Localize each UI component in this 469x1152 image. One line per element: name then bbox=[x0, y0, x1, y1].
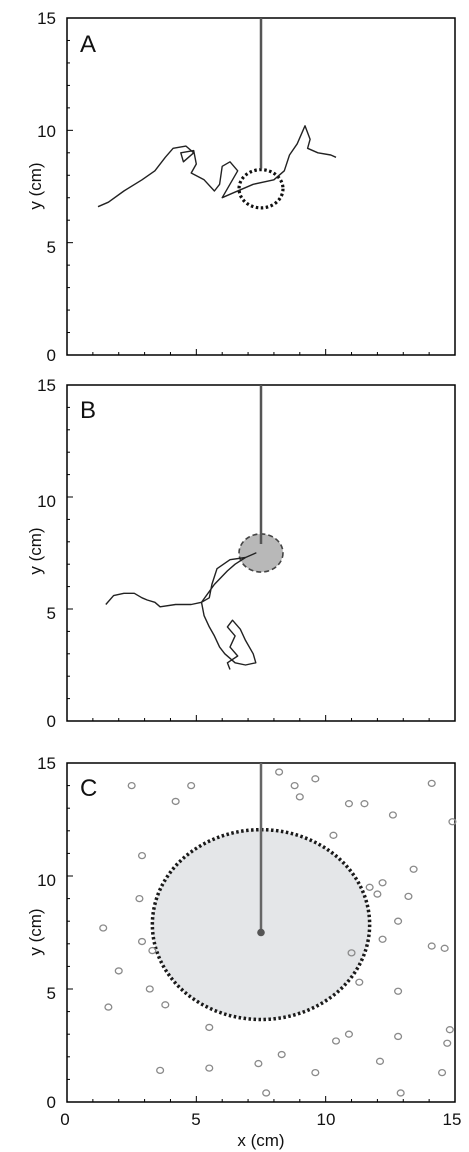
panel-c-x-tick-labels: 0 5 10 15 bbox=[60, 1110, 461, 1129]
panel-c-point-42 bbox=[277, 1050, 286, 1059]
panel-c-point-1 bbox=[171, 797, 180, 806]
panel-c-point-39 bbox=[443, 1039, 452, 1047]
panel-a-ytick-15: 15 bbox=[37, 9, 56, 28]
panel-c: C 0 5 10 15 y (cm) 0 5 10 15 x (cm) bbox=[26, 754, 461, 1150]
panel-c-center-point bbox=[257, 928, 265, 937]
panel-c-point-7 bbox=[344, 800, 353, 808]
panel-c-point-37 bbox=[394, 1032, 403, 1041]
panel-c-xtick-10: 10 bbox=[317, 1110, 336, 1129]
panel-c-point-23 bbox=[148, 946, 157, 955]
panel-c-point-28 bbox=[114, 967, 123, 975]
panel-c-point-24 bbox=[378, 935, 387, 943]
panel-a-y-axis-label: y (cm) bbox=[26, 162, 45, 209]
panel-c-point-9 bbox=[388, 811, 397, 819]
panel-a-target-circle bbox=[237, 168, 285, 210]
panel-c-point-22 bbox=[137, 937, 147, 946]
panel-b-ytick-15: 15 bbox=[37, 376, 56, 395]
panel-c-point-41 bbox=[254, 1059, 263, 1068]
panel-a-ytick-5: 5 bbox=[47, 238, 56, 257]
panel-c-point-8 bbox=[360, 800, 369, 808]
panel-c-point-43 bbox=[311, 1068, 320, 1077]
panel-a-y-tick-labels: 0 5 10 15 bbox=[37, 9, 56, 365]
panel-c-xtick-0: 0 bbox=[60, 1110, 69, 1129]
panel-c-point-5 bbox=[290, 781, 299, 790]
panel-c-point-45 bbox=[156, 1066, 165, 1075]
panel-a-ytick-0: 0 bbox=[47, 346, 56, 365]
panel-c-ticks bbox=[67, 785, 430, 1102]
panel-a-letter: A bbox=[80, 31, 96, 58]
panel-c-point-6 bbox=[311, 775, 320, 783]
panel-c-point-13 bbox=[329, 831, 338, 839]
panel-b-ticks bbox=[67, 406, 430, 721]
panel-c-point-32 bbox=[355, 978, 364, 986]
panel-b-ytick-10: 10 bbox=[37, 492, 56, 511]
panel-c-point-20 bbox=[135, 894, 144, 903]
panel-a-plot bbox=[97, 18, 337, 210]
panel-c-point-36 bbox=[344, 1030, 353, 1038]
panel-c-point-2 bbox=[187, 781, 196, 790]
panel-c-point-26 bbox=[440, 944, 449, 952]
panel-c-point-16 bbox=[373, 890, 382, 898]
panel-c-point-19 bbox=[394, 917, 403, 925]
panel-a-trajectory bbox=[97, 125, 337, 208]
panel-b-plot bbox=[105, 385, 284, 670]
panel-b-y-tick-labels: 0 5 10 15 bbox=[37, 376, 56, 731]
panel-c-point-11 bbox=[448, 818, 457, 826]
panel-c-point-27 bbox=[347, 949, 356, 957]
panel-b-trajectory bbox=[105, 552, 257, 670]
panel-c-xtick-5: 5 bbox=[191, 1110, 200, 1129]
panel-c-y-axis-label: y (cm) bbox=[26, 908, 45, 955]
panel-b-ytick-5: 5 bbox=[47, 604, 56, 623]
panel-c-point-31 bbox=[161, 1001, 170, 1009]
panel-c-point-33 bbox=[394, 987, 403, 995]
panel-c-point-30 bbox=[104, 1003, 113, 1011]
panel-c-point-10 bbox=[427, 779, 436, 787]
panel-a-ytick-10: 10 bbox=[37, 122, 56, 141]
panel-c-point-47 bbox=[262, 1089, 271, 1097]
panel-c-point-3 bbox=[275, 768, 284, 776]
panel-c-ytick-0: 0 bbox=[47, 1093, 56, 1112]
panel-c-ytick-5: 5 bbox=[47, 984, 56, 1003]
panel-c-ytick-10: 10 bbox=[37, 871, 56, 890]
panel-c-point-4 bbox=[295, 793, 304, 801]
panel-c-point-35 bbox=[445, 1026, 454, 1034]
panel-a-ticks bbox=[67, 39, 430, 355]
panel-c-ytick-15: 15 bbox=[37, 754, 56, 773]
panel-c-xtick-15: 15 bbox=[443, 1110, 462, 1129]
panel-b-ytick-0: 0 bbox=[47, 712, 56, 731]
panel-c-point-0 bbox=[127, 781, 136, 790]
panel-c-point-17 bbox=[378, 879, 387, 887]
panel-c-point-46 bbox=[438, 1068, 447, 1077]
panel-c-letter: C bbox=[80, 775, 97, 802]
panel-c-point-25 bbox=[427, 942, 436, 950]
panel-c-point-29 bbox=[145, 985, 154, 993]
panel-c-point-14 bbox=[409, 865, 418, 873]
panel-c-point-12 bbox=[137, 852, 147, 860]
panel-c-x-axis-label: x (cm) bbox=[237, 1131, 284, 1150]
panel-c-point-44 bbox=[375, 1057, 385, 1065]
panel-b-letter: B bbox=[80, 397, 96, 424]
panel-a: A 0 5 10 15 y (cm) bbox=[26, 9, 456, 365]
panel-c-plot bbox=[99, 763, 457, 1097]
panel-c-point-38 bbox=[331, 1037, 341, 1045]
panel-c-point-40 bbox=[205, 1064, 214, 1072]
panel-b-y-axis-label: y (cm) bbox=[26, 527, 45, 574]
panel-c-point-21 bbox=[99, 924, 108, 932]
panel-c-y-tick-labels: 0 5 10 15 bbox=[37, 754, 56, 1112]
panel-c-point-34 bbox=[205, 1023, 214, 1032]
panel-c-point-18 bbox=[404, 892, 413, 900]
panel-c-point-48 bbox=[396, 1089, 405, 1097]
panel-c-point-15 bbox=[365, 883, 374, 891]
panel-b: B 0 5 10 15 y (cm) bbox=[26, 376, 456, 731]
